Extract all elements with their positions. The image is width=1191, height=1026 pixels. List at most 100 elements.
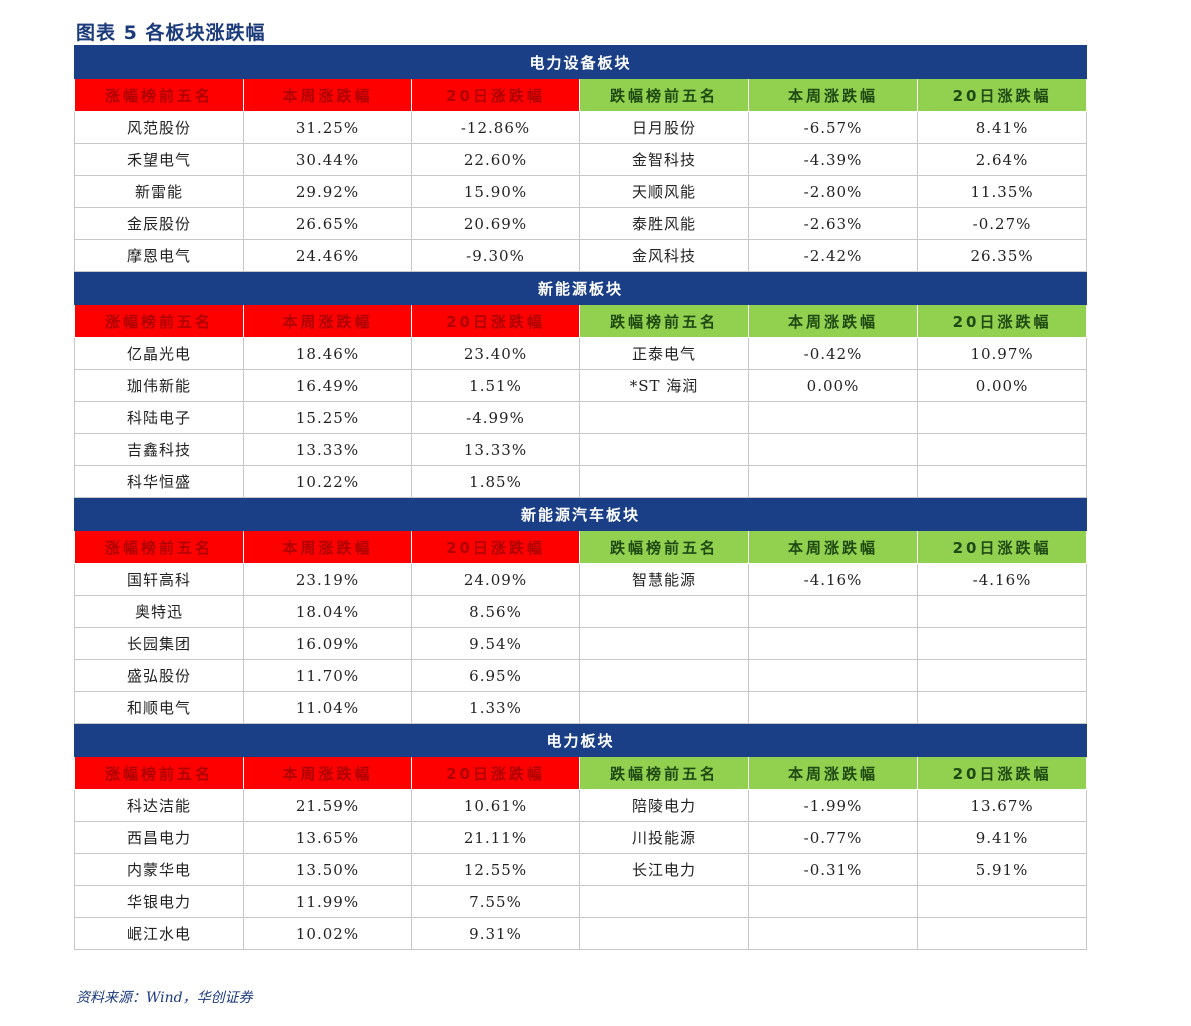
gainer-20day-change: 13.33% xyxy=(411,433,580,466)
gainer-name: 长园集团 xyxy=(74,627,244,660)
section-title-row: 新能源汽车板块 xyxy=(73,497,1088,531)
gainer-name: 华银电力 xyxy=(74,885,244,918)
table-row: 和顺电气 11.04% 1.33% xyxy=(74,691,1088,724)
loser-week-change: -4.39% xyxy=(748,143,918,176)
loser-20day-change xyxy=(916,659,1088,692)
loser-20day-change xyxy=(916,595,1088,628)
header-loss-week-change: 本周涨跌幅 xyxy=(748,756,918,790)
loser-week-change: -0.42% xyxy=(748,337,918,370)
loser-20day-change: -0.27% xyxy=(916,207,1088,240)
loser-name: 长江电力 xyxy=(579,853,749,886)
gainer-week-change: 16.49% xyxy=(243,369,412,402)
loser-week-change xyxy=(748,691,918,724)
gainer-week-change: 21.59% xyxy=(243,789,412,822)
loser-20day-change: -4.16% xyxy=(916,563,1088,596)
loser-week-change xyxy=(748,885,918,918)
column-header-row: 涨幅榜前五名 本周涨跌幅 20日涨跌幅 跌幅榜前五名 本周涨跌幅 20日涨跌幅 xyxy=(74,78,1088,112)
loser-week-change: 0.00% xyxy=(748,369,918,402)
gainer-week-change: 26.65% xyxy=(243,207,412,240)
gainer-20day-change: 1.51% xyxy=(411,369,580,402)
table-row: 新雷能 29.92% 15.90% 天顺风能 -2.80% 11.35% xyxy=(74,175,1088,208)
loser-week-change: -2.80% xyxy=(748,175,918,208)
gainer-name: 国轩高科 xyxy=(74,563,244,596)
loser-name xyxy=(579,595,749,628)
header-loss-20day-change: 20日涨跌幅 xyxy=(916,78,1088,112)
gainer-name: 金辰股份 xyxy=(74,207,244,240)
gainer-20day-change: 24.09% xyxy=(411,563,580,596)
loser-week-change xyxy=(748,627,918,660)
header-loss-top5: 跌幅榜前五名 xyxy=(579,530,749,564)
loser-week-change: -4.16% xyxy=(748,563,918,596)
gainer-20day-change: 9.54% xyxy=(411,627,580,660)
gainer-name: 科陆电子 xyxy=(74,401,244,434)
loser-name xyxy=(579,691,749,724)
table-row: 吉鑫科技 13.33% 13.33% xyxy=(74,433,1088,466)
header-gain-top5: 涨幅榜前五名 xyxy=(74,304,244,338)
loser-20day-change xyxy=(916,917,1088,950)
gainer-name: 和顺电气 xyxy=(74,691,244,724)
gainer-week-change: 13.65% xyxy=(243,821,412,854)
section-title: 新能源汽车板块 xyxy=(73,497,1088,531)
gainer-20day-change: 15.90% xyxy=(411,175,580,208)
table-row: 科达洁能 21.59% 10.61% 陪陵电力 -1.99% 13.67% xyxy=(74,789,1088,822)
table-row: 华银电力 11.99% 7.55% xyxy=(74,885,1088,918)
table-row: 金辰股份 26.65% 20.69% 泰胜风能 -2.63% -0.27% xyxy=(74,207,1088,240)
gainer-name: 禾望电气 xyxy=(74,143,244,176)
header-loss-top5: 跌幅榜前五名 xyxy=(579,304,749,338)
gainer-week-change: 10.22% xyxy=(243,465,412,498)
header-gain-week-change: 本周涨跌幅 xyxy=(243,304,412,338)
header-gain-top5: 涨幅榜前五名 xyxy=(74,756,244,790)
section-title: 电力设备板块 xyxy=(73,45,1088,79)
loser-name: 日月股份 xyxy=(579,111,749,144)
loser-name: 金风科技 xyxy=(579,239,749,272)
loser-20day-change: 5.91% xyxy=(916,853,1088,886)
gainer-20day-change: -4.99% xyxy=(411,401,580,434)
loser-20day-change xyxy=(916,465,1088,498)
gainer-week-change: 24.46% xyxy=(243,239,412,272)
loser-week-change xyxy=(748,401,918,434)
gainer-name: 奥特迅 xyxy=(74,595,244,628)
gainer-20day-change: 20.69% xyxy=(411,207,580,240)
loser-20day-change xyxy=(916,627,1088,660)
table-row: 风范股份 31.25% -12.86% 日月股份 -6.57% 8.41% xyxy=(74,111,1088,144)
loser-week-change: -0.31% xyxy=(748,853,918,886)
table-row: 科陆电子 15.25% -4.99% xyxy=(74,401,1088,434)
gainer-week-change: 13.50% xyxy=(243,853,412,886)
loser-20day-change: 10.97% xyxy=(916,337,1088,370)
loser-20day-change xyxy=(916,885,1088,918)
loser-name: 泰胜风能 xyxy=(579,207,749,240)
gainer-20day-change: 1.85% xyxy=(411,465,580,498)
loser-name: *ST 海润 xyxy=(579,369,749,402)
loser-name xyxy=(579,465,749,498)
loser-20day-change: 26.35% xyxy=(916,239,1088,272)
table-row: 西昌电力 13.65% 21.11% 川投能源 -0.77% 9.41% xyxy=(74,821,1088,854)
loser-20day-change xyxy=(916,691,1088,724)
section-title-row: 新能源板块 xyxy=(73,271,1088,305)
table-row: 奥特迅 18.04% 8.56% xyxy=(74,595,1088,628)
gainer-week-change: 18.04% xyxy=(243,595,412,628)
header-gain-week-change: 本周涨跌幅 xyxy=(243,530,412,564)
gainer-week-change: 30.44% xyxy=(243,143,412,176)
loser-week-change: -2.42% xyxy=(748,239,918,272)
gainer-20day-change: 9.31% xyxy=(411,917,580,950)
table-row: 盛弘股份 11.70% 6.95% xyxy=(74,659,1088,692)
gainer-20day-change: 10.61% xyxy=(411,789,580,822)
loser-20day-change: 13.67% xyxy=(916,789,1088,822)
loser-20day-change: 2.64% xyxy=(916,143,1088,176)
table-row: 亿晶光电 18.46% 23.40% 正泰电气 -0.42% 10.97% xyxy=(74,337,1088,370)
header-gain-week-change: 本周涨跌幅 xyxy=(243,78,412,112)
gainer-name: 亿晶光电 xyxy=(74,337,244,370)
header-loss-week-change: 本周涨跌幅 xyxy=(748,78,918,112)
table-row: 科华恒盛 10.22% 1.85% xyxy=(74,465,1088,498)
section-title: 电力板块 xyxy=(73,723,1088,757)
gainer-20day-change: 23.40% xyxy=(411,337,580,370)
loser-20day-change: 9.41% xyxy=(916,821,1088,854)
column-header-row: 涨幅榜前五名 本周涨跌幅 20日涨跌幅 跌幅榜前五名 本周涨跌幅 20日涨跌幅 xyxy=(74,530,1088,564)
header-gain-top5: 涨幅榜前五名 xyxy=(74,78,244,112)
header-loss-top5: 跌幅榜前五名 xyxy=(579,78,749,112)
header-gain-week-change: 本周涨跌幅 xyxy=(243,756,412,790)
loser-name: 陪陵电力 xyxy=(579,789,749,822)
header-loss-20day-change: 20日涨跌幅 xyxy=(916,530,1088,564)
gainer-week-change: 10.02% xyxy=(243,917,412,950)
gainer-20day-change: -9.30% xyxy=(411,239,580,272)
